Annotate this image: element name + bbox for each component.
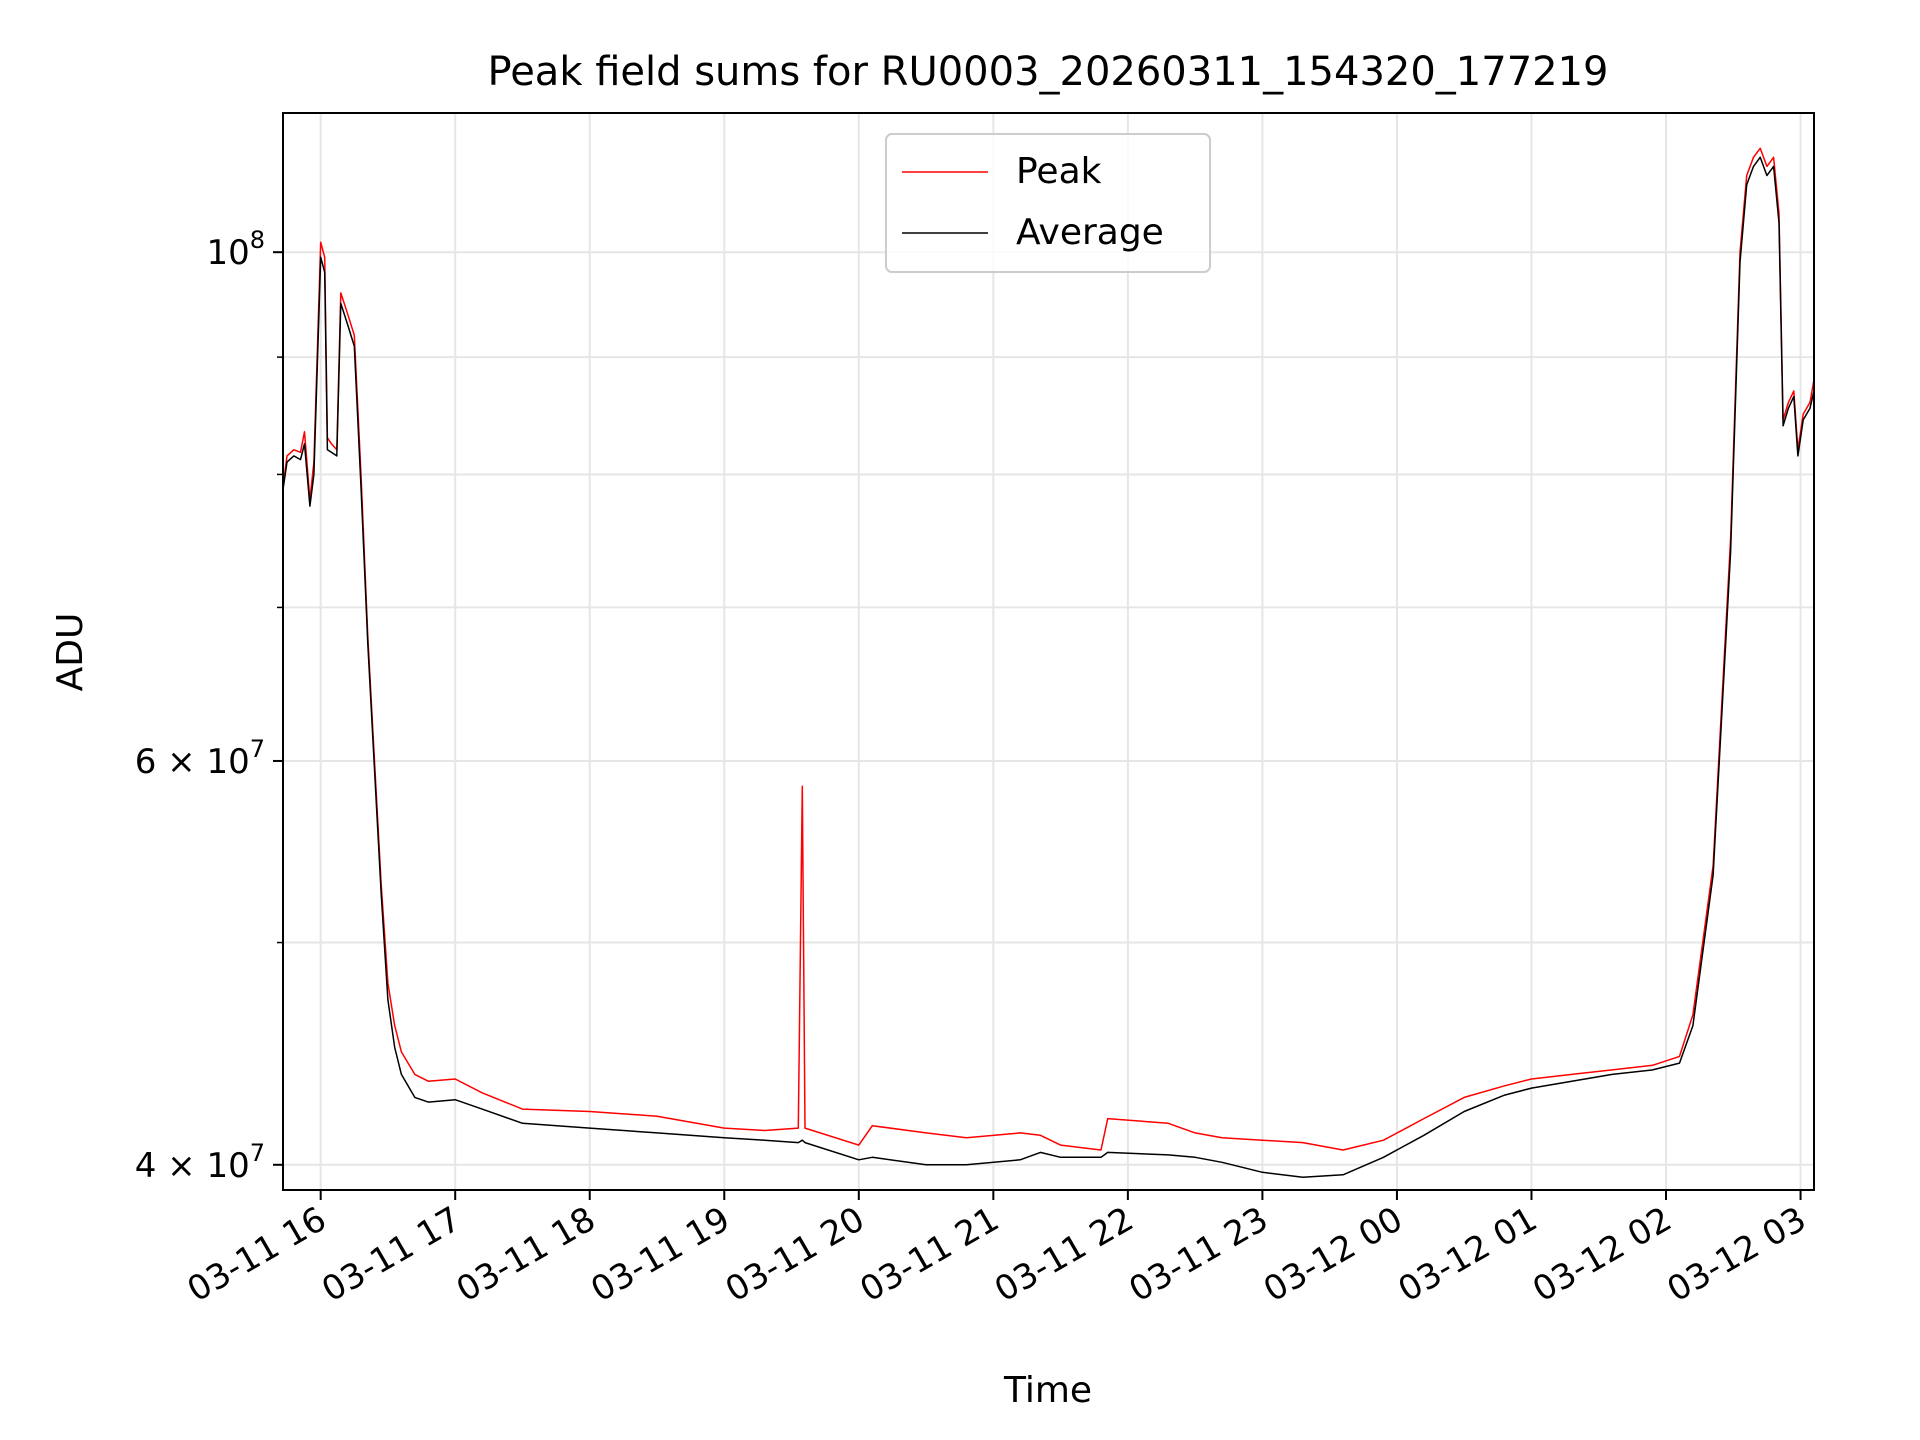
series-line-average: [283, 156, 1814, 1179]
legend: Peak Average: [885, 133, 1211, 273]
legend-label-peak: Peak: [1016, 151, 1102, 192]
legend-label-average: Average: [1016, 212, 1164, 253]
grid: [283, 113, 1814, 1190]
plot-frame: [282, 112, 1815, 1191]
chart-title: Peak field sums for RU0003_20260311_1543…: [488, 49, 1609, 95]
series-layer: [283, 147, 1814, 1179]
legend-box: [885, 133, 1211, 273]
y-axis: 108 6 × 107 4 × 107: [135, 226, 283, 1186]
x-axis-label: Time: [1003, 1370, 1092, 1411]
y-tick-label: 6 × 107: [135, 735, 265, 782]
y-axis-label: ADU: [50, 613, 91, 692]
y-tick-label: 4 × 107: [135, 1139, 265, 1186]
y-tick-label: 108: [206, 226, 265, 273]
series-line-peak: [283, 147, 1814, 1151]
